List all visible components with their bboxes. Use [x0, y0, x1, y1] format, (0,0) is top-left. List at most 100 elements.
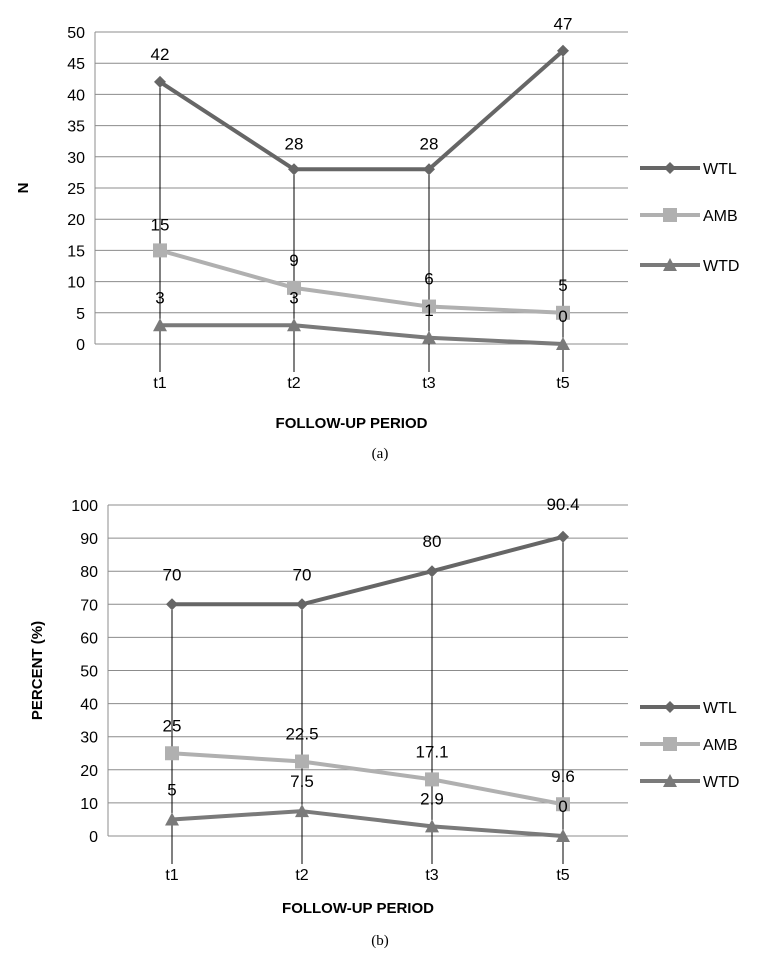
marker-amb [422, 299, 436, 314]
data-label: 17.1 [415, 742, 448, 761]
data-label: 6 [424, 270, 433, 289]
marker-amb [287, 280, 301, 295]
marker-wtd [556, 829, 570, 842]
marker-wtd [556, 337, 570, 350]
data-label: 7.5 [290, 772, 314, 791]
x-tick-label: t2 [295, 867, 308, 884]
series-line-amb [159, 248, 564, 315]
x-tick-label: t1 [153, 375, 166, 392]
series-line-wtl [172, 534, 564, 607]
x-tick-label: t5 [556, 867, 569, 884]
y-tick-label: 70 [80, 597, 98, 614]
legend-marker-wtd [663, 258, 677, 271]
marker-amb [165, 746, 179, 761]
x-axis-title: FOLLOW-UP PERIOD [282, 900, 434, 917]
legend-label-wtl: WTL [703, 161, 737, 178]
marker-wtl [154, 75, 166, 88]
legend-marker-wtl [664, 162, 676, 174]
data-label: 42 [151, 45, 170, 64]
legend-label-wtl: WTL [703, 700, 737, 717]
data-label: 2.9 [420, 789, 444, 808]
y-tick-label: 10 [80, 796, 98, 813]
data-label: 22.5 [285, 725, 318, 744]
x-tick-label: t2 [287, 375, 300, 392]
data-label: 3 [289, 288, 298, 307]
marker-amb [295, 754, 309, 769]
marker-wtl [557, 530, 569, 543]
y-tick-label: 100 [71, 498, 98, 515]
legend-label-wtd: WTD [703, 258, 739, 275]
y-tick-label: 35 [67, 119, 85, 136]
series-line-amb [171, 751, 564, 807]
y-tick-label: 5 [76, 306, 85, 323]
marker-wtd [425, 819, 439, 833]
data-label: 0 [558, 307, 567, 326]
x-axis-title: FOLLOW-UP PERIOD [276, 415, 428, 432]
marker-wtl [296, 598, 308, 611]
marker-wtd [153, 318, 167, 332]
marker-wtd [287, 318, 301, 332]
marker-amb [425, 772, 439, 787]
data-label: 80 [423, 532, 442, 551]
series-line-wtd [171, 809, 564, 838]
series-line-wtd [160, 323, 564, 346]
data-label: 9 [289, 251, 298, 270]
y-tick-label: 45 [67, 56, 85, 73]
data-label: 28 [420, 134, 439, 153]
data-label: 5 [558, 276, 567, 295]
figure-caption: (b) [371, 933, 389, 949]
data-label: 0 [558, 797, 567, 816]
legend-marker-amb [663, 208, 677, 222]
marker-wtl [288, 163, 300, 176]
marker-wtl [423, 163, 435, 176]
data-label: 3 [155, 288, 164, 307]
y-tick-label: 15 [67, 243, 85, 260]
legend-label-amb: AMB [703, 737, 738, 754]
legend-marker-amb [663, 737, 677, 751]
y-tick-label: 10 [67, 275, 85, 292]
y-axis-title: N [15, 183, 32, 194]
marker-amb [556, 797, 570, 812]
marker-wtl [166, 598, 178, 611]
legend-label-wtd: WTD [703, 774, 739, 791]
y-tick-label: 50 [80, 664, 98, 681]
y-tick-label: 90 [80, 531, 98, 548]
x-tick-label: t5 [556, 375, 569, 392]
y-tick-label: 40 [67, 87, 85, 104]
data-label: 5 [167, 780, 176, 799]
data-label: 15 [151, 215, 170, 234]
y-tick-label: 30 [67, 150, 85, 167]
marker-wtd [165, 812, 179, 826]
marker-wtl [557, 44, 569, 57]
legend-marker-wtd [663, 774, 677, 787]
data-label: 90.4 [546, 495, 579, 514]
marker-wtd [295, 804, 309, 818]
data-label: 25 [163, 716, 182, 735]
y-tick-label: 20 [67, 212, 85, 229]
y-tick-label: 60 [80, 630, 98, 647]
y-tick-label: 80 [80, 564, 98, 581]
y-tick-label: 50 [67, 25, 85, 42]
y-tick-label: 0 [76, 337, 85, 354]
data-label: 1 [424, 301, 433, 320]
data-label: 47 [554, 15, 573, 34]
data-label: 28 [285, 134, 304, 153]
data-label: 70 [293, 565, 312, 584]
y-tick-label: 40 [80, 697, 98, 714]
figure-caption: (a) [372, 446, 389, 462]
y-tick-label: 25 [67, 181, 85, 198]
y-axis-title: PERCENT (%) [29, 621, 46, 720]
data-label: 9.6 [551, 767, 575, 786]
data-label: 70 [163, 565, 182, 584]
marker-wtl [426, 565, 438, 578]
series-line-wtl [158, 49, 565, 172]
legend-marker-wtl [664, 701, 676, 713]
marker-amb [153, 243, 167, 258]
y-tick-label: 0 [89, 829, 98, 846]
marker-amb [556, 305, 570, 320]
x-tick-label: t3 [425, 867, 438, 884]
y-tick-label: 30 [80, 730, 98, 747]
